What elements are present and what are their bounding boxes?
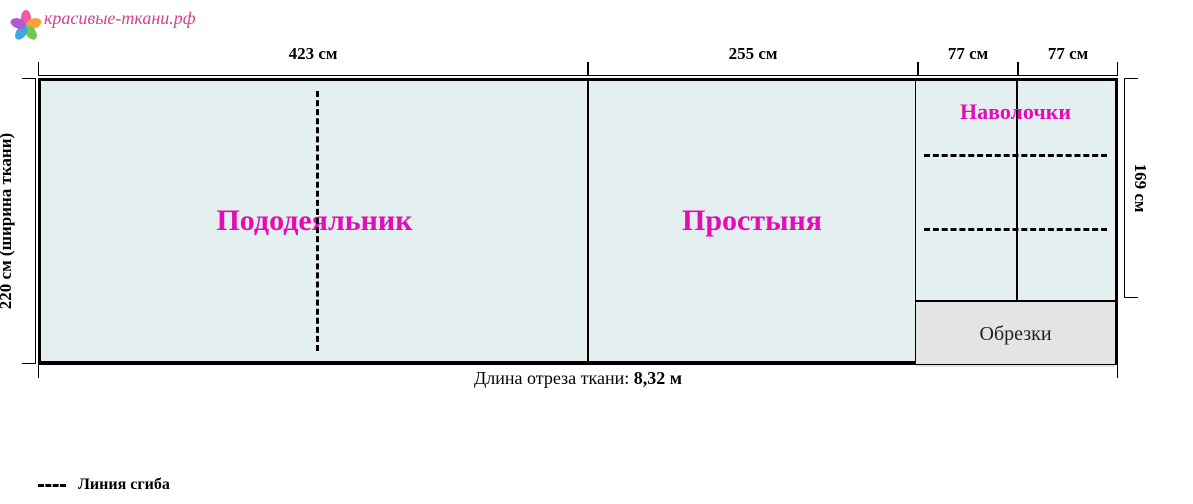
diagram: 423 см255 см77 см77 см 220 см (ширина тк… [38, 48, 1118, 394]
legend-text: Линия сгиба [78, 476, 170, 493]
top-dimensions: 423 см255 см77 см77 см [38, 48, 1118, 78]
fold-line-duvet [316, 91, 319, 351]
pillows-area: Наволочки [916, 81, 1115, 301]
dim-pillow-b: 77 см [1018, 48, 1118, 78]
total-length-value: 8,32 м [634, 368, 682, 388]
total-length-prefix: Длина отреза ткани: [474, 368, 634, 388]
dim-sheet: 255 см [588, 48, 918, 78]
dim-duvet: 423 см [38, 48, 588, 78]
label-sheet: Простыня [682, 204, 822, 238]
total-length: Длина отреза ткани: 8,32 м [38, 368, 1118, 389]
label-duvet: Пододеяльник [216, 204, 412, 238]
right-dimension: 169 см [1122, 78, 1156, 298]
fabric-height: 220 см (ширина ткани) [0, 121, 16, 321]
watermark-text: красивые-ткани.рф [44, 8, 196, 29]
fabric-layout: Пододеяльник Простыня Наволочки Обрезки [38, 78, 1118, 364]
dim-pillow-b-label: 77 см [1018, 44, 1118, 64]
scraps-area: Обрезки [916, 301, 1115, 367]
legend: Линия сгиба [38, 476, 170, 494]
fold-line-pillow-1 [924, 154, 1107, 157]
dash-sample-icon [38, 484, 66, 487]
section-right-block: Наволочки Обрезки [916, 81, 1115, 361]
section-duvet: Пододеяльник [41, 81, 588, 361]
left-dimension: 220 см (ширина ткани) [4, 78, 38, 364]
label-scraps: Обрезки [980, 323, 1052, 346]
dim-sheet-label: 255 см [588, 44, 918, 64]
dim-pillow-a-label: 77 см [918, 44, 1018, 64]
fold-line-pillow-2 [924, 228, 1107, 231]
flower-icon [12, 4, 40, 32]
dim-duvet-label: 423 см [38, 44, 588, 64]
section-sheet: Простыня [588, 81, 916, 361]
watermark: красивые-ткани.рф [12, 4, 196, 32]
pillow-block-height: 169 см [1130, 138, 1150, 238]
dim-pillow-a: 77 см [918, 48, 1018, 78]
label-pillows: Наволочки [916, 99, 1115, 125]
bottom-dimension: Длина отреза ткани: 8,32 м [38, 364, 1118, 394]
